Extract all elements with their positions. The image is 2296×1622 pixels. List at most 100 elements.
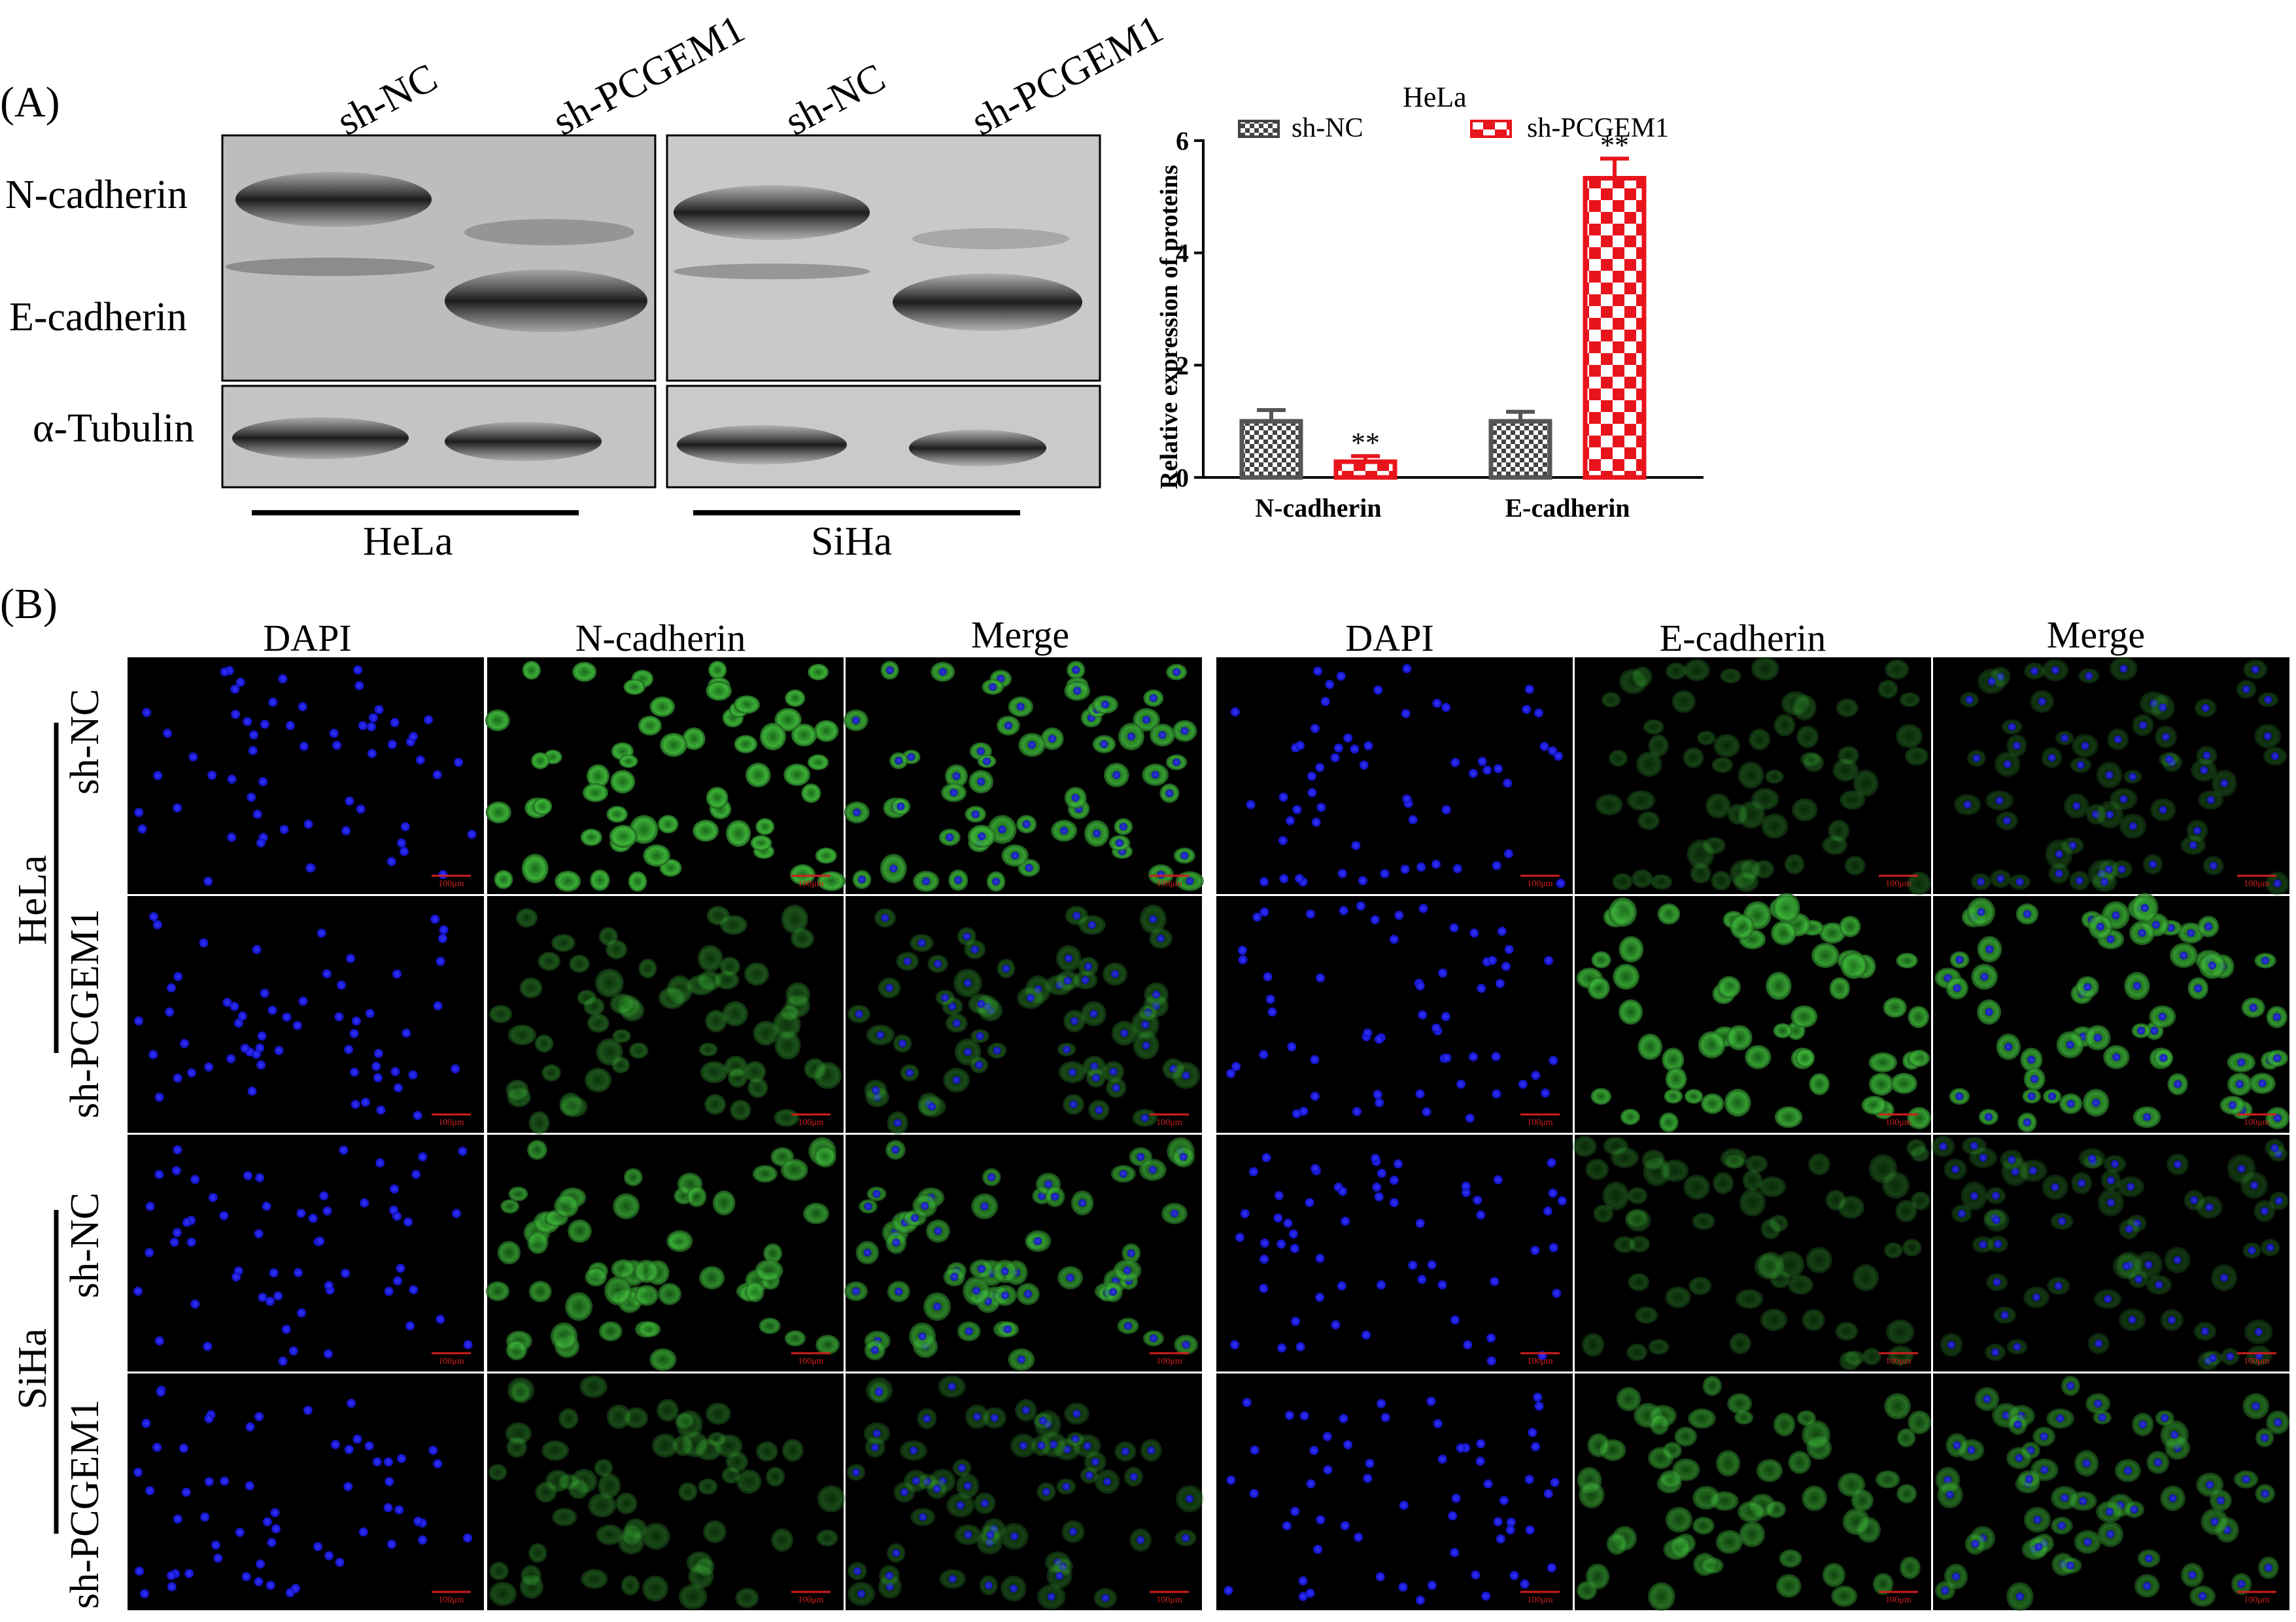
cell-stain (808, 663, 829, 681)
nucleus (190, 1175, 200, 1184)
nucleus (1343, 733, 1353, 743)
nucleus (2150, 1026, 2159, 1035)
cell-stain (623, 679, 646, 695)
nucleus (2273, 1054, 2282, 1063)
nucleus (1983, 1395, 1991, 1404)
nucleus (1149, 694, 1157, 702)
nucleus (2008, 723, 2016, 731)
cell-stain (651, 1433, 678, 1458)
nucleus (1149, 915, 1157, 923)
nucleus (2266, 1243, 2274, 1252)
cell-stain (1896, 1428, 1916, 1447)
cell-stain (1674, 1426, 1698, 1447)
cell-stain (1729, 1332, 1751, 1355)
nucleus (1049, 1440, 1057, 1449)
cell-stain (1749, 728, 1771, 751)
cell-stain (813, 1061, 842, 1090)
cell-stain (1662, 1047, 1685, 1072)
nucleus (1001, 1291, 1009, 1300)
cell-stain (744, 962, 770, 986)
nucleus (347, 1398, 356, 1408)
nucleus (2220, 1273, 2229, 1282)
cell-stain (527, 1231, 549, 1254)
nucleus (1520, 1579, 1530, 1589)
nucleus (323, 1349, 333, 1359)
nucleus (1182, 1534, 1190, 1542)
cell-stain (1641, 1149, 1666, 1171)
nucleus (1081, 976, 1089, 984)
cell-stain (1659, 1112, 1679, 1133)
cell-stain (1896, 1483, 1917, 1504)
scale-bar-label: 100μm (1885, 1118, 1911, 1128)
nucleus (1456, 1443, 1465, 1453)
nucleus (895, 1287, 903, 1296)
nucleus (1070, 1017, 1078, 1026)
cell-stain (610, 770, 636, 794)
nucleus (1433, 1419, 1443, 1428)
nucleus (1415, 1218, 1425, 1228)
cell-stain (704, 1094, 727, 1115)
nucleus (897, 802, 905, 811)
nucleus (2029, 1166, 2037, 1175)
cell-stain (815, 1334, 840, 1355)
cell-line-label-siha: SiHa (811, 519, 892, 564)
western-blot-hela (221, 134, 657, 382)
protein-label-n-cadherin: N-cadherin (5, 173, 188, 217)
nucleus (351, 1016, 361, 1026)
nucleus (243, 717, 252, 727)
nucleus (1493, 764, 1503, 774)
cell-stain (519, 977, 543, 999)
nucleus (1461, 1181, 1471, 1191)
nucleus (1123, 1266, 1131, 1275)
cell-stain (1831, 1585, 1858, 1607)
cell-stain (555, 871, 581, 892)
cell-stain (696, 971, 722, 991)
nucleus (2066, 1561, 2075, 1570)
cell-stain (815, 847, 837, 864)
nucleus (2112, 1053, 2121, 1061)
nucleus (1010, 1532, 1019, 1540)
cell-stain (521, 1564, 541, 1587)
cell-stain (1773, 1412, 1796, 1437)
nucleus (1543, 1206, 1552, 1216)
nucleus (2106, 810, 2114, 819)
nucleus (1298, 1576, 1308, 1586)
nucleus (322, 969, 332, 978)
cell-stain (693, 820, 719, 842)
scale-bar-label: 100μm (2244, 1118, 2270, 1128)
nucleus (220, 667, 230, 677)
nucleus (1970, 1192, 1978, 1200)
cell-line-bar-hela (252, 510, 579, 515)
nucleus (1402, 664, 1412, 674)
nucleus (1336, 671, 1346, 681)
cell-stain (759, 722, 787, 751)
nucleus (1394, 1159, 1403, 1169)
nucleus (1431, 859, 1441, 869)
nucleus (1402, 794, 1412, 804)
nucleus (1078, 1199, 1087, 1207)
nucleus (1182, 1340, 1190, 1349)
nucleus (1315, 763, 1325, 772)
nucleus (941, 993, 950, 1002)
nucleus (1450, 1315, 1460, 1325)
cell-stain (550, 1322, 578, 1351)
nucleus (1499, 1496, 1509, 1506)
nucleus (220, 1476, 230, 1486)
cell-stain (1585, 1563, 1610, 1590)
nucleus (356, 804, 366, 814)
nucleus (2194, 984, 2202, 993)
cell-stain (613, 1193, 640, 1220)
cell-stain (801, 783, 821, 803)
nucleus (1947, 1341, 1956, 1349)
nucleus (998, 825, 1006, 834)
nucleus (1476, 1439, 1486, 1449)
nucleus (1416, 862, 1426, 872)
nucleus (140, 1589, 150, 1598)
nucleus (1282, 1521, 1292, 1530)
nucleus (413, 1111, 422, 1120)
nucleus (208, 1193, 218, 1203)
nucleus (1084, 962, 1093, 971)
cell-stain (628, 1042, 649, 1059)
nucleus (1151, 770, 1159, 779)
nucleus (1493, 1517, 1503, 1527)
